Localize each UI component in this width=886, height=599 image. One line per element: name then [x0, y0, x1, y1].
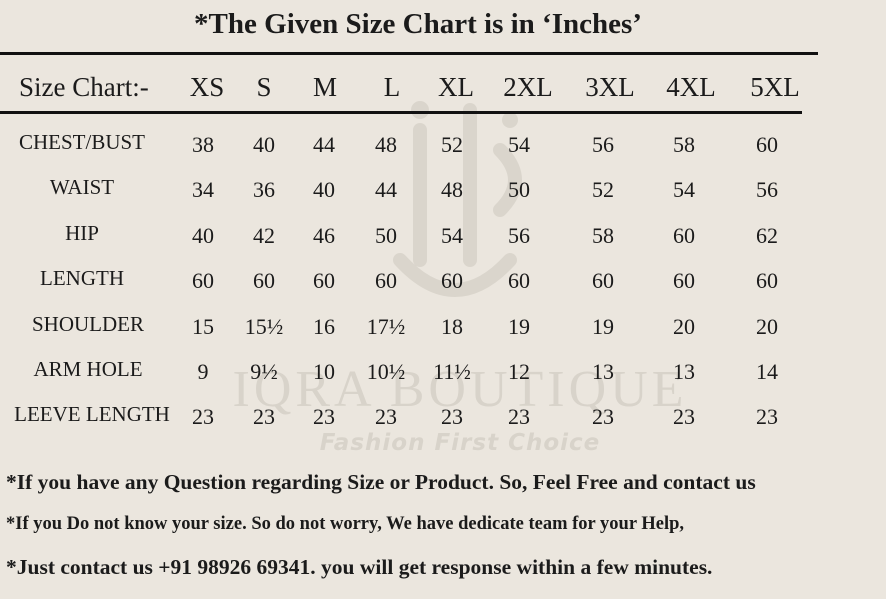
measurement-cell: 60: [253, 268, 275, 293]
row-label: LEEVE LENGTH: [14, 402, 170, 426]
row-label: WAIST: [49, 175, 115, 199]
measurement-cell: 50: [375, 223, 397, 248]
measurement-cell: 9: [197, 359, 209, 384]
measurement-cell: 60: [313, 268, 335, 293]
measurement-cell: 62: [756, 223, 778, 248]
row-label: LENGTH: [40, 266, 124, 290]
measurement-cell: 23: [192, 404, 214, 429]
measurement-cell: 23: [756, 404, 778, 429]
measurement-cell: 16: [313, 314, 335, 339]
measurement-cell: 44: [375, 177, 397, 202]
measurement-cell: 56: [756, 177, 778, 202]
measurement-cell: 10: [313, 359, 335, 384]
measurement-cell: 20: [673, 314, 695, 339]
size-header-xl: XL: [438, 72, 474, 102]
row-label: ARM HOLE: [33, 357, 143, 381]
measurement-cell: 15: [192, 314, 214, 339]
title-divider: [0, 52, 818, 55]
measurement-cell: 44: [313, 132, 335, 157]
measurement-cell: 58: [592, 223, 614, 248]
measurement-cell: 60: [673, 223, 695, 248]
measurement-cell: 60: [375, 268, 397, 293]
measurement-cell: 54: [673, 177, 695, 202]
brand-logo-icon: [393, 101, 522, 297]
header-divider: [0, 111, 802, 114]
measurement-cell: 46: [313, 223, 335, 248]
measurement-cell: 48: [441, 177, 463, 202]
measurement-cell: 23: [313, 404, 335, 429]
measurement-cell: 23: [253, 404, 275, 429]
measurement-cell: 9½: [250, 359, 278, 384]
row-label: CHEST/BUST: [18, 130, 146, 154]
measurement-cell: 18: [441, 314, 463, 339]
row-label: HIP: [65, 221, 99, 245]
measurement-cell: 60: [673, 268, 695, 293]
measurement-cell: 23: [441, 404, 463, 429]
measurement-cell: 52: [441, 132, 463, 157]
measurement-cell: 60: [756, 132, 778, 157]
measurement-cell: 40: [192, 223, 214, 248]
note-size-help: *If you Do not know your size. So do not…: [6, 514, 684, 534]
note-question: *If you have any Question regarding Size…: [6, 470, 756, 494]
measurement-cell: 23: [508, 404, 530, 429]
measurement-cell: 52: [592, 177, 614, 202]
size-header-m: M: [312, 72, 338, 102]
measurement-cell: 17½: [366, 314, 406, 339]
measurement-cell: 23: [375, 404, 397, 429]
measurement-cell: 56: [508, 223, 530, 248]
size-header-2xl: 2XL: [503, 72, 553, 102]
size-header-3xl: 3XL: [585, 72, 635, 102]
measurement-cell: 48: [375, 132, 397, 157]
row-label: SHOULDER: [31, 312, 145, 336]
measurement-cell: 54: [508, 132, 530, 157]
measurement-cell: 60: [592, 268, 614, 293]
size-header-5xl: 5XL: [750, 72, 800, 102]
measurement-cell: 15½: [244, 314, 284, 339]
measurement-cell: 11½: [433, 359, 471, 384]
size-header-l: L: [383, 72, 401, 102]
measurement-cell: 42: [253, 223, 275, 248]
measurement-cell: 12: [508, 359, 530, 384]
measurement-cell: 50: [508, 177, 530, 202]
size-header-s: S: [256, 72, 272, 102]
size-chart-label: Size Chart:-: [19, 72, 149, 102]
measurement-cell: 23: [592, 404, 614, 429]
measurement-cell: 60: [756, 268, 778, 293]
measurement-cell: 23: [673, 404, 695, 429]
watermark-tagline: Fashion First Choice: [319, 430, 601, 456]
note-contact: *Just contact us +91 98926 69341. you wi…: [6, 555, 713, 579]
measurement-cell: 38: [192, 132, 214, 157]
measurement-cell: 40: [313, 177, 335, 202]
measurement-cell: 60: [441, 268, 463, 293]
measurement-cell: 13: [592, 359, 614, 384]
measurement-cell: 54: [441, 223, 463, 248]
measurement-cell: 19: [592, 314, 614, 339]
measurement-cell: 60: [508, 268, 530, 293]
measurement-cell: 14: [756, 359, 778, 384]
measurement-cell: 19: [508, 314, 530, 339]
measurement-cell: 40: [253, 132, 275, 157]
measurement-cell: 56: [592, 132, 614, 157]
page-title: *The Given Size Chart is in ‘Inches’: [194, 8, 642, 40]
measurement-cell: 10½: [366, 359, 406, 384]
measurement-cell: 20: [756, 314, 778, 339]
size-header-xs: XS: [189, 72, 225, 102]
size-header-4xl: 4XL: [666, 72, 716, 102]
measurement-cell: 34: [192, 177, 214, 202]
measurement-cell: 36: [253, 177, 275, 202]
measurement-cell: 60: [192, 268, 214, 293]
measurement-cell: 13: [673, 359, 695, 384]
measurement-cell: 58: [673, 132, 695, 157]
